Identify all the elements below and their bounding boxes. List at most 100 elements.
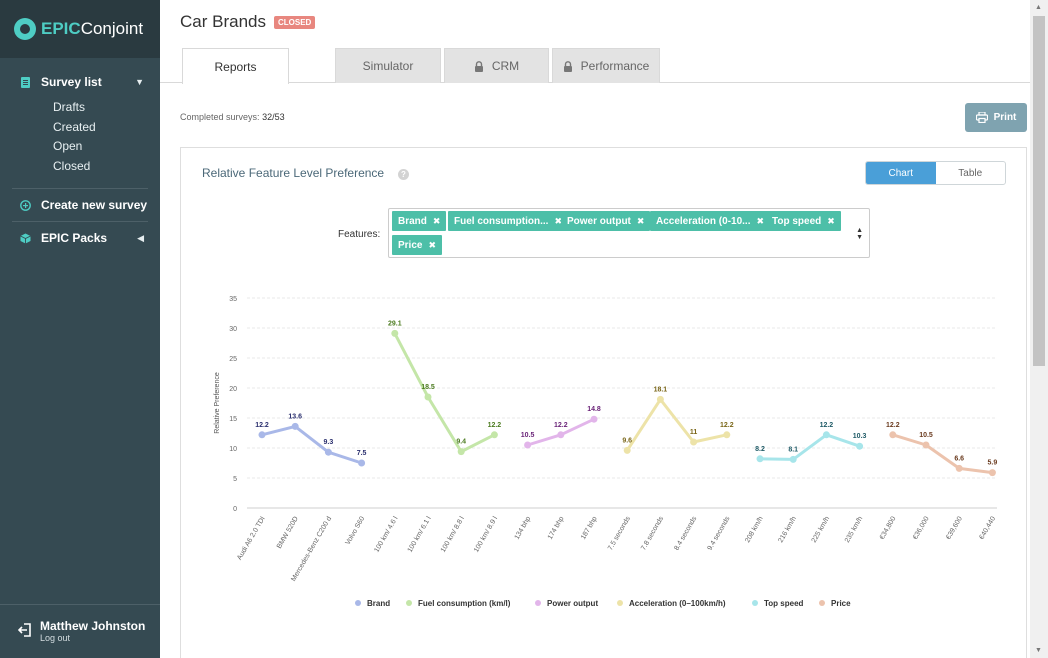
remove-icon[interactable]: ✖ bbox=[554, 215, 562, 226]
y-tick-label: 30 bbox=[229, 326, 237, 333]
data-label: 12.2 bbox=[255, 422, 269, 429]
divider bbox=[12, 188, 148, 189]
data-label: 7.5 bbox=[357, 450, 367, 457]
divider bbox=[12, 221, 148, 222]
x-tick-label: Audi A6 2.0 TDI bbox=[236, 515, 267, 561]
cube-icon bbox=[20, 233, 31, 243]
legend-label: Acceleration (0–100km/h) bbox=[629, 599, 726, 608]
scrollbar[interactable]: ▲ ▼ bbox=[1030, 0, 1048, 658]
completed-label: Completed surveys: bbox=[180, 112, 260, 122]
scroll-thumb[interactable] bbox=[1033, 16, 1045, 366]
y-tick-label: 0 bbox=[233, 506, 237, 513]
remove-icon[interactable]: ✖ bbox=[432, 215, 441, 226]
report-panel: Relative Feature Level Preference ? Char… bbox=[180, 147, 1027, 658]
data-label: 10.3 bbox=[853, 433, 867, 440]
series-line bbox=[260, 424, 364, 465]
feature-chip-brand[interactable]: Brand ✖ bbox=[392, 211, 447, 231]
y-tick-label: 15 bbox=[229, 416, 237, 423]
data-label: 8.1 bbox=[788, 446, 798, 453]
tab-crm[interactable]: CRM bbox=[444, 48, 549, 83]
features-select[interactable]: Brand ✖ Fuel consumption... ✖ Power output… bbox=[388, 208, 870, 258]
data-point bbox=[457, 448, 465, 456]
data-label: 12.2 bbox=[554, 422, 568, 429]
tab-label: Performance bbox=[580, 59, 650, 73]
data-label: 9.3 bbox=[324, 439, 334, 446]
scroll-down-icon[interactable]: ▼ bbox=[1035, 647, 1042, 654]
data-label: 13.6 bbox=[288, 413, 302, 420]
app-logo[interactable]: EPIC Conjoint bbox=[0, 0, 160, 58]
sidebar-item-survey-list[interactable]: Survey list ▼ bbox=[0, 72, 160, 92]
chart-view-button[interactable]: Chart bbox=[866, 162, 936, 184]
sidebar-item-epic-packs[interactable]: EPIC Packs ◀ bbox=[0, 228, 160, 248]
data-point bbox=[822, 431, 830, 439]
data-point bbox=[258, 431, 266, 439]
data-label: 12.2 bbox=[820, 422, 834, 429]
sidebar-subitem-open[interactable]: Open bbox=[53, 139, 83, 153]
data-point bbox=[391, 329, 399, 337]
remove-icon[interactable]: ✖ bbox=[636, 215, 645, 226]
y-tick-label: 10 bbox=[229, 446, 237, 453]
data-point bbox=[789, 455, 797, 463]
data-point bbox=[955, 464, 963, 472]
tab-bar: Reports Simulator CRM Performance bbox=[160, 48, 1030, 84]
series-line bbox=[758, 433, 862, 461]
plus-circle-icon bbox=[20, 199, 31, 211]
select-arrows-icon[interactable]: ▲ ▼ bbox=[856, 227, 863, 241]
tab-reports[interactable]: Reports bbox=[182, 48, 289, 84]
sidebar-item-create-survey[interactable]: Create new survey bbox=[0, 195, 160, 215]
data-point bbox=[889, 431, 897, 439]
page-title: Car Brands bbox=[180, 12, 266, 31]
data-label: 14.8 bbox=[587, 406, 601, 413]
scroll-up-icon[interactable]: ▲ bbox=[1035, 4, 1042, 11]
feature-chip-price[interactable]: Price ✖ bbox=[392, 235, 443, 255]
x-tick-label: 100 km/ 8.8 l bbox=[440, 515, 466, 554]
remove-icon[interactable]: ✖ bbox=[428, 239, 437, 250]
print-button[interactable]: Print bbox=[965, 103, 1027, 132]
data-label: 12.2 bbox=[720, 422, 734, 429]
completed-value: 32/53 bbox=[262, 112, 285, 122]
x-tick-label: €39,600 bbox=[945, 515, 964, 541]
sidebar-subitem-drafts[interactable]: Drafts bbox=[53, 100, 86, 114]
chip-label: Brand bbox=[398, 215, 427, 227]
data-label: 11 bbox=[690, 429, 698, 436]
legend-label: Power output bbox=[547, 599, 598, 608]
feature-chip-top-speed[interactable]: Top speed ✖ bbox=[766, 211, 841, 231]
data-label: 6.6 bbox=[954, 455, 964, 462]
data-label: 18.1 bbox=[654, 386, 668, 393]
x-tick-label: Mercedes-Benz C200 d bbox=[290, 515, 333, 582]
sidebar-subitem-closed[interactable]: Closed bbox=[53, 158, 91, 173]
tab-simulator[interactable]: Simulator bbox=[335, 48, 441, 83]
data-label: 9.4 bbox=[456, 439, 466, 446]
feature-chip-fuel[interactable]: Fuel consumption... ✖ bbox=[448, 211, 568, 231]
data-point bbox=[490, 431, 498, 439]
data-point bbox=[590, 415, 598, 423]
tab-performance[interactable]: Performance bbox=[552, 48, 660, 83]
feature-chip-acceleration[interactable]: Acceleration (0-10... ✖ bbox=[650, 211, 771, 231]
user-footer[interactable]: Matthew Johnston Log out bbox=[0, 604, 160, 658]
view-toggle: Chart Table bbox=[865, 161, 1006, 185]
x-tick-label: 174 bhp bbox=[547, 515, 566, 541]
data-point bbox=[656, 395, 664, 403]
logout-link[interactable]: Log out bbox=[40, 633, 71, 643]
sidebar-subitem-created[interactable]: Created bbox=[53, 119, 96, 134]
table-view-button[interactable]: Table bbox=[958, 167, 983, 179]
data-point bbox=[524, 441, 532, 449]
x-tick-label: 235 km/h bbox=[844, 515, 865, 544]
data-point bbox=[922, 441, 930, 449]
remove-icon[interactable]: ✖ bbox=[827, 215, 835, 226]
remove-icon[interactable]: ✖ bbox=[756, 215, 765, 226]
legend-marker bbox=[617, 600, 623, 606]
data-point bbox=[557, 431, 565, 439]
tab-label: Simulator bbox=[362, 59, 414, 73]
feature-chip-power[interactable]: Power output ✖ bbox=[561, 211, 651, 231]
x-tick-label: 7.8 seconds bbox=[640, 515, 665, 552]
chip-label: Power output bbox=[567, 215, 631, 227]
y-tick-label: 35 bbox=[229, 296, 237, 303]
sidebar: EPIC Conjoint Survey list ▼ Drafts Creat… bbox=[0, 0, 160, 658]
logout-icon[interactable] bbox=[18, 623, 32, 637]
legend-marker bbox=[406, 600, 412, 606]
help-icon[interactable]: ? bbox=[398, 169, 409, 180]
y-tick-label: 5 bbox=[233, 476, 237, 483]
lock-icon bbox=[474, 60, 483, 72]
chip-label: Fuel consumption... bbox=[454, 215, 549, 227]
